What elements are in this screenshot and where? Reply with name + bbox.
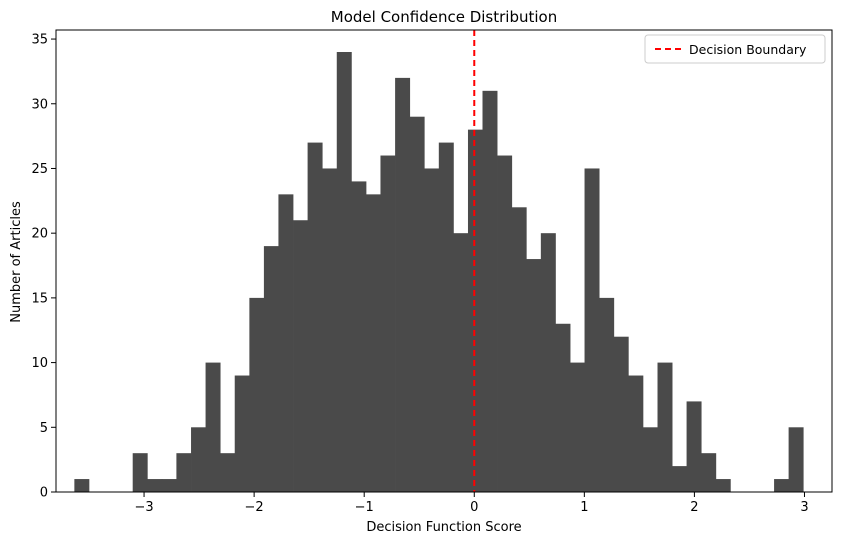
histogram-bar [293,220,309,492]
histogram-bar [570,362,585,492]
histogram-bar [147,479,163,492]
histogram-bar [205,362,221,492]
histogram-bar [584,168,600,492]
histogram-bar [540,233,556,493]
y-tick-label: 10 [31,356,48,371]
histogram-bar [599,297,615,492]
histogram-bar [74,479,90,492]
histogram-bar [380,155,396,492]
histogram-bar [249,297,265,492]
histogram-bar [278,194,294,492]
legend-box [644,34,826,64]
histogram-bar [176,453,192,492]
x-tick-label: 3 [800,500,808,515]
histogram-bar [701,453,717,492]
x-tick-label: −3 [134,500,153,515]
histogram-bar [161,479,177,492]
y-tick-label: 0 [40,486,48,501]
histogram-bar [774,479,790,492]
histogram-bar [467,129,483,492]
chart-title: Model Confidence Distribution [331,8,557,26]
y-tick-label: 15 [31,291,48,306]
histogram-bar [672,466,688,492]
histogram-bar [263,246,279,492]
histogram-bar [220,453,236,492]
histogram-bar [322,168,338,492]
y-axis-ticks: 0 5 10 15 20 25 30 35 [31,33,56,501]
histogram-bar [307,142,323,492]
histogram-bar [351,181,367,493]
histogram-bar [686,401,702,492]
x-tick-label: 2 [690,500,698,515]
plot-frame [55,29,833,493]
histogram-bar [497,155,513,492]
histogram-bar [453,233,469,493]
histogram-bar [191,427,207,492]
histogram-bar [511,207,527,492]
histogram-bar [395,77,411,492]
histogram-bar [628,375,644,492]
histogram-bar [132,453,148,492]
legend: Decision Boundary [644,34,826,64]
histogram-bar [336,52,352,492]
y-tick-label: 5 [40,421,48,436]
y-axis-title: Number of Articles [9,201,24,323]
x-tick-label: −1 [355,500,374,515]
histogram-bar [438,142,454,492]
histogram-bar [715,479,731,492]
y-tick-label: 20 [31,227,48,242]
y-tick-label: 30 [31,97,48,112]
histogram-bar [409,116,425,493]
histogram-bar [424,168,440,492]
histogram-bar [788,427,804,492]
histogram-bar [365,194,381,492]
histogram-bar [482,90,498,492]
x-tick-label: 0 [470,500,478,515]
histogram-bar [555,323,571,492]
histogram-bar [526,259,542,492]
x-tick-label: −2 [245,500,264,515]
legend-label: Decision Boundary [689,42,807,57]
y-tick-label: 35 [31,33,48,48]
bars-group [74,52,804,493]
y-tick-label: 25 [31,162,48,177]
x-tick-label: 1 [580,500,588,515]
histogram-bar [613,336,629,492]
histogram-bar [234,375,250,492]
x-axis-ticks: −3 −2 −1 0 1 2 3 [134,492,809,515]
histogram-bar [657,362,673,492]
x-axis-title: Decision Function Score [366,520,521,535]
histogram-bar [642,427,658,492]
